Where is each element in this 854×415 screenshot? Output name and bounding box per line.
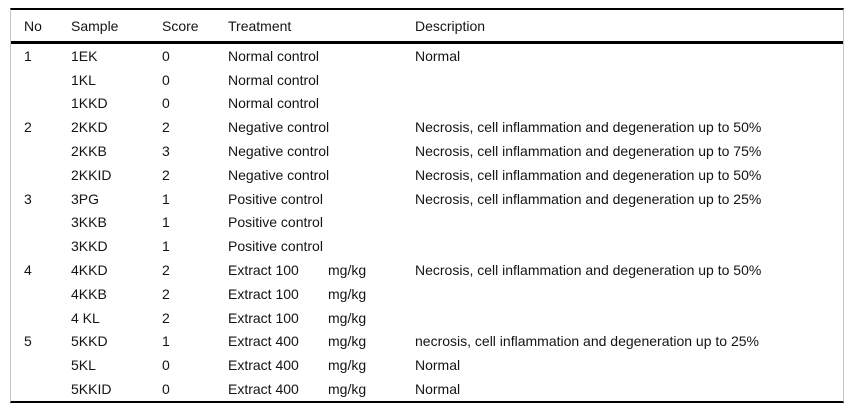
table-row: 4 KL 2 Extract 100 mg/kg — [11, 306, 843, 330]
cell-sample: 4KKB — [71, 285, 107, 302]
cell-description: necrosis, cell inflammation and degenera… — [415, 333, 759, 350]
table-row: 3 3PG 1 Positive control Necrosis, cell infl… — [11, 187, 843, 211]
cell-description: Normal — [415, 381, 461, 398]
cell-sample: 5KKD — [71, 333, 108, 350]
cell-sample: 2KKID — [71, 166, 112, 183]
table-row: 4KKB 2 Extract 100 mg/kg — [11, 282, 843, 306]
cell-sample: 1EK — [71, 47, 98, 64]
cell-no: 4 — [24, 262, 32, 279]
table-row: 1 1EK 0 Normal control Normal — [11, 44, 843, 68]
cell-sample: 2KKD — [71, 119, 108, 136]
cell-score: 2 — [162, 262, 170, 279]
table-row: 5KKID 0 Extract 400 mg/kg Normal — [11, 377, 843, 401]
cell-no: 3 — [24, 190, 32, 207]
cell-score: 0 — [162, 95, 170, 112]
table-row: 4 4KKD 2 Extract 100 mg/kg Necrosis, cell inf… — [11, 258, 843, 282]
cell-treatment: Negative control — [228, 119, 330, 136]
cell-score: 1 — [162, 190, 170, 207]
table-row: 3KKD 1 Positive control — [11, 234, 843, 258]
cell-sample: 4KKD — [71, 262, 108, 279]
cell-score: 2 — [162, 309, 170, 326]
table-row: 1KL 0 Normal control — [11, 68, 843, 92]
cell-treatment: Negative control — [228, 166, 330, 183]
cell-treatment: Extract 100 — [228, 285, 299, 302]
table-row: 5 5KKD 1 Extract 400 mg/kg necrosis, cell inf… — [11, 330, 843, 354]
cell-sample: 4 KL — [71, 309, 100, 326]
cell-score: 2 — [162, 119, 170, 136]
cell-treatment: Extract 100 — [228, 309, 299, 326]
cell-description: Normal — [415, 357, 461, 374]
cell-treatment: Extract 400 — [228, 381, 299, 398]
table-row: 3KKB 1 Positive control — [11, 211, 843, 235]
cell-sample: 2KKB — [71, 143, 107, 160]
table-row: 1KKD 0 Normal control — [11, 92, 843, 116]
header-score: Score — [162, 17, 199, 34]
header-no: No — [24, 17, 42, 34]
cell-sample: 3KKB — [71, 214, 107, 231]
cell-description: Necrosis, cell inflammation and degenera… — [415, 119, 762, 136]
cell-treatment: Positive control — [228, 238, 323, 255]
cell-score: 0 — [162, 357, 170, 374]
cell-score: 2 — [162, 166, 170, 183]
cell-treatment: Normal control — [228, 47, 320, 64]
cell-unit: mg/kg — [328, 357, 367, 374]
cell-description: Normal — [415, 47, 461, 64]
cell-score: 0 — [162, 71, 170, 88]
table-row: 2 2KKD 2 Negative control Necrosis, cell inf… — [11, 115, 843, 139]
cell-sample: 3KKD — [71, 238, 108, 255]
cell-treatment: Normal control — [228, 95, 320, 112]
table-row: 2KKID 2 Negative control Necrosis, cell inf… — [11, 163, 843, 187]
header-treatment: Treatment — [228, 17, 292, 34]
cell-description: Necrosis, cell inflammation and degenera… — [415, 262, 762, 279]
table-body: 1 1EK 0 Normal control Normal 1KL 0 Normal cont… — [11, 44, 843, 401]
cell-treatment: Extract 100 — [228, 262, 299, 279]
cell-score: 1 — [162, 333, 170, 350]
cell-score: 2 — [162, 285, 170, 302]
table-header-row: No Sample Score Treatment Description — [11, 10, 843, 44]
cell-score: 1 — [162, 238, 170, 255]
cell-sample: 5KL — [71, 357, 96, 374]
cell-description: Necrosis, cell inflammation and degenera… — [415, 190, 762, 207]
cell-sample: 1KKD — [71, 95, 108, 112]
cell-no: 2 — [24, 119, 32, 136]
cell-unit: mg/kg — [328, 309, 367, 326]
header-description: Description — [415, 17, 486, 34]
cell-treatment: Extract 400 — [228, 357, 299, 374]
cell-score: 1 — [162, 214, 170, 231]
cell-sample: 5KKID — [71, 381, 112, 398]
cell-sample: 3PG — [71, 190, 100, 207]
cell-no: 1 — [24, 47, 32, 64]
cell-description: Necrosis, cell inflammation and degenera… — [415, 166, 762, 183]
cell-unit: mg/kg — [328, 262, 367, 279]
cell-no: 5 — [24, 333, 32, 350]
cell-unit: mg/kg — [328, 333, 367, 350]
cell-unit: mg/kg — [328, 381, 367, 398]
cell-sample: 1KL — [71, 71, 96, 88]
cell-description: Necrosis, cell inflammation and degenera… — [415, 143, 762, 160]
table-row: 2KKB 3 Negative control Necrosis, cell infl… — [11, 139, 843, 163]
cell-treatment: Positive control — [228, 190, 323, 207]
cell-unit: mg/kg — [328, 285, 367, 302]
cell-score: 0 — [162, 381, 170, 398]
header-sample: Sample — [71, 17, 119, 34]
cell-score: 3 — [162, 143, 170, 160]
cell-treatment: Normal control — [228, 71, 320, 88]
cell-treatment: Positive control — [228, 214, 323, 231]
cell-treatment: Extract 400 — [228, 333, 299, 350]
cell-treatment: Negative control — [228, 143, 330, 160]
cell-score: 0 — [162, 47, 170, 64]
table-row: 5KL 0 Extract 400 mg/kg Normal — [11, 353, 843, 377]
